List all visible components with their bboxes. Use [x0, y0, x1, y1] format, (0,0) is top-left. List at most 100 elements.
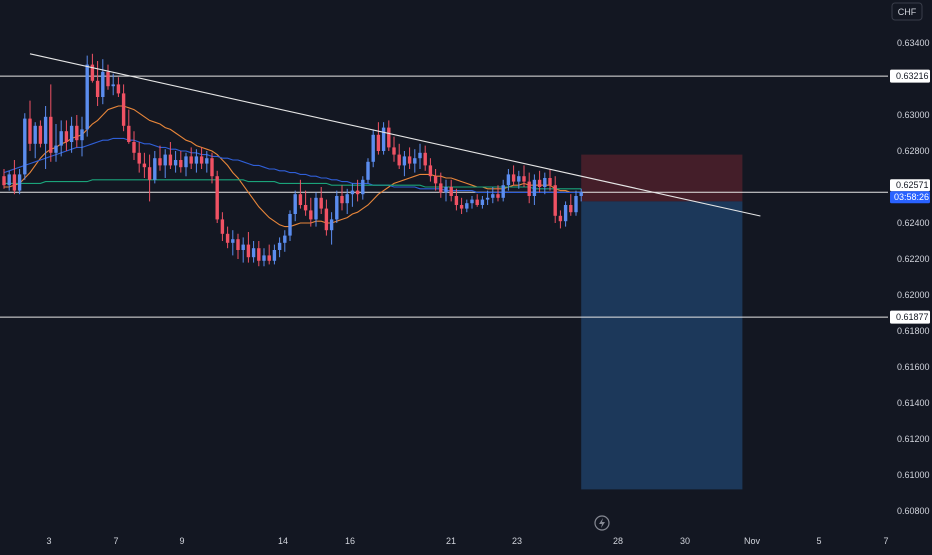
time-axis[interactable]: 3 7 9 14 16 21 23 28 30 Nov 5 7: [46, 536, 888, 546]
candle: [371, 129, 375, 168]
time-tick-label: 21: [446, 536, 456, 546]
candle-body: [517, 176, 521, 182]
candle-body: [246, 244, 251, 258]
price-tick-label: 0.62800: [897, 146, 930, 156]
candle: [517, 170, 521, 189]
candle: [350, 183, 355, 207]
candle-body: [470, 199, 474, 204]
candle: [355, 179, 360, 202]
price-tick-label: 0.63000: [897, 110, 930, 120]
candle: [449, 179, 453, 202]
candle-body: [350, 190, 355, 195]
candle: [101, 59, 105, 105]
moving-average-line-2: [4, 179, 582, 190]
currency-button[interactable]: CHF: [891, 2, 923, 21]
candle: [470, 196, 474, 209]
candle-body: [340, 196, 344, 204]
candle-body: [298, 194, 303, 205]
candle: [423, 145, 427, 171]
candle: [241, 237, 245, 263]
candle-body: [241, 244, 245, 250]
replay-icon-ring[interactable]: [594, 515, 610, 531]
candle-body: [54, 145, 58, 153]
candle: [184, 152, 188, 177]
candle: [236, 233, 240, 259]
candle: [335, 190, 339, 223]
candle: [179, 151, 183, 173]
price-axis[interactable]: 0.63400 0.63000 0.62800 0.62400 0.62200 0.620…: [890, 38, 930, 516]
candle: [272, 244, 277, 265]
currency-button-frame[interactable]: [891, 2, 923, 21]
candle: [501, 179, 505, 202]
candle-body: [439, 183, 443, 193]
candle: [574, 190, 578, 216]
candle: [49, 84, 53, 162]
trendline-line[interactable]: [29, 53, 761, 217]
current-price-value[interactable]: 0.62571: [896, 180, 929, 190]
level-price-badge-box[interactable]: [890, 310, 930, 324]
current-price-badge[interactable]: 0.62571 03:58:26: [890, 179, 930, 204]
time-tick-label: 7: [883, 536, 888, 546]
candle-body: [210, 158, 214, 177]
candle: [548, 169, 552, 191]
candle: [428, 158, 433, 182]
candle-body: [262, 255, 266, 261]
position-tool[interactable]: [581, 154, 743, 490]
candle: [329, 212, 334, 245]
countdown-badge-box[interactable]: [890, 191, 930, 204]
level-price-value[interactable]: 0.63216: [896, 71, 929, 81]
candle: [23, 113, 27, 180]
level-price-badge-box[interactable]: [890, 69, 930, 83]
candle-body: [418, 152, 422, 159]
time-tick-label: 3: [46, 536, 51, 546]
candle-body: [485, 197, 490, 200]
horizontal-levels[interactable]: [0, 75, 888, 318]
countdown-value[interactable]: 03:58:26: [894, 192, 929, 202]
candle-body: [272, 250, 277, 261]
level-price-badge[interactable]: 0.61877: [890, 310, 930, 324]
take-profit-zone[interactable]: [581, 201, 743, 490]
candle: [392, 136, 396, 162]
candle-body: [324, 208, 329, 231]
candle-body: [106, 71, 110, 87]
candle: [413, 149, 417, 173]
candle-body: [428, 165, 433, 177]
level-price-value[interactable]: 0.61877: [896, 312, 929, 322]
replay-icon[interactable]: [594, 515, 610, 531]
candle-body: [563, 205, 568, 222]
candle-body: [257, 248, 261, 261]
replay-icon-bolt[interactable]: [599, 518, 605, 528]
candle: [381, 122, 386, 155]
candle-body: [179, 160, 183, 168]
candle: [267, 244, 271, 265]
candle: [569, 194, 573, 216]
level-price-badge[interactable]: 0.63216: [890, 69, 930, 83]
time-tick-label: 30: [680, 536, 690, 546]
price-tick-label: 0.62000: [897, 290, 930, 300]
candle: [537, 170, 542, 193]
candle: [522, 165, 526, 187]
candle-body: [137, 152, 141, 164]
candle-body: [116, 84, 121, 94]
candle-body: [12, 174, 17, 191]
candle: [251, 241, 256, 263]
candle: [433, 169, 438, 191]
candle-body: [168, 154, 173, 166]
candle: [387, 120, 391, 151]
candle-body: [475, 199, 479, 205]
candle: [132, 131, 136, 160]
candle-body: [574, 196, 578, 213]
candle: [324, 199, 329, 236]
trendline[interactable]: [29, 53, 761, 217]
candle-body: [163, 154, 167, 166]
currency-button-label[interactable]: CHF: [898, 7, 917, 17]
time-tick-label: Nov: [744, 536, 761, 546]
candle: [246, 232, 251, 263]
current-price-badge-box[interactable]: [890, 179, 930, 192]
candle-body: [553, 185, 557, 216]
candle: [28, 100, 32, 151]
candle: [199, 147, 204, 169]
candle: [485, 190, 490, 205]
